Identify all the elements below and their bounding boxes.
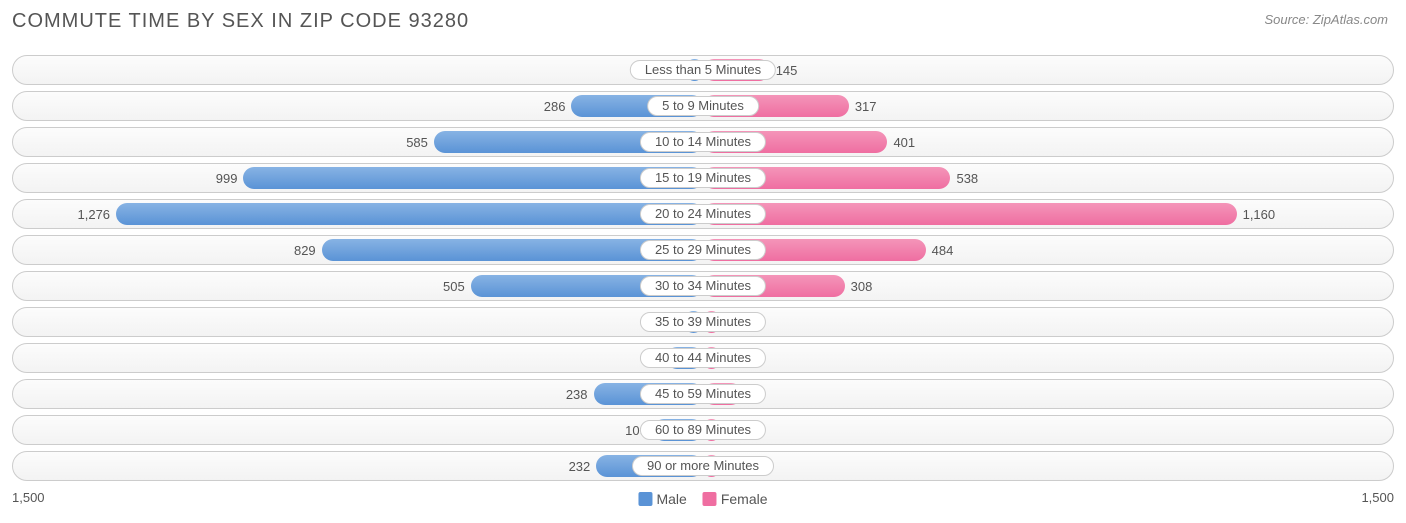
table-row: 232 190 or more Minutes bbox=[12, 451, 1394, 481]
category-label: 30 to 34 Minutes bbox=[640, 276, 766, 296]
source-attribution: Source: ZipAtlas.com bbox=[1264, 12, 1388, 27]
female-bar bbox=[703, 203, 1237, 225]
male-value: 286 bbox=[511, 95, 571, 117]
category-label: 25 to 29 Minutes bbox=[640, 240, 766, 260]
male-value: 585 bbox=[374, 131, 434, 153]
female-half: 317 bbox=[703, 95, 1393, 117]
male-value: 1,276 bbox=[56, 203, 116, 225]
female-half: 538 bbox=[703, 167, 1393, 189]
category-label: 5 to 9 Minutes bbox=[647, 96, 759, 116]
female-half: 145 bbox=[703, 59, 1393, 81]
male-value: 829 bbox=[262, 239, 322, 261]
female-half: 84 bbox=[703, 383, 1393, 405]
category-label: 90 or more Minutes bbox=[632, 456, 774, 476]
male-value: 505 bbox=[411, 275, 471, 297]
female-half: 32 bbox=[703, 419, 1393, 441]
male-half: 1,276 bbox=[13, 203, 703, 225]
category-label: 20 to 24 Minutes bbox=[640, 204, 766, 224]
category-label: 60 to 89 Minutes bbox=[640, 420, 766, 440]
legend-male: Male bbox=[638, 491, 686, 507]
table-row: 421735 to 39 Minutes bbox=[12, 307, 1394, 337]
category-label: 35 to 39 Minutes bbox=[640, 312, 766, 332]
legend: Male Female bbox=[638, 491, 767, 507]
male-half: 829 bbox=[13, 239, 703, 261]
legend-female-label: Female bbox=[721, 491, 768, 507]
table-row: 811140 to 44 Minutes bbox=[12, 343, 1394, 373]
category-label: 10 to 14 Minutes bbox=[640, 132, 766, 152]
male-value: 999 bbox=[183, 167, 243, 189]
female-value: 1,160 bbox=[1237, 203, 1297, 225]
female-half: 17 bbox=[703, 311, 1393, 333]
legend-male-label: Male bbox=[656, 491, 686, 507]
table-row: 1093260 to 89 Minutes bbox=[12, 415, 1394, 445]
chart-container: Commute Time By Sex in Zip Code 93280 So… bbox=[0, 0, 1406, 523]
male-half: 11 bbox=[13, 59, 703, 81]
legend-female: Female bbox=[703, 491, 768, 507]
axis-label-left: 1,500 bbox=[12, 490, 45, 505]
male-half: 109 bbox=[13, 419, 703, 441]
category-label: 40 to 44 Minutes bbox=[640, 348, 766, 368]
female-half: 11 bbox=[703, 347, 1393, 369]
female-half: 401 bbox=[703, 131, 1393, 153]
female-value: 317 bbox=[849, 95, 909, 117]
table-row: 505 308 30 to 34 Minutes bbox=[12, 271, 1394, 301]
male-half: 505 bbox=[13, 275, 703, 297]
male-half: 81 bbox=[13, 347, 703, 369]
male-value: 232 bbox=[536, 455, 596, 477]
male-bar bbox=[243, 167, 703, 189]
male-swatch-icon bbox=[638, 492, 652, 506]
category-label: 45 to 59 Minutes bbox=[640, 384, 766, 404]
table-row: 11 145Less than 5 Minutes bbox=[12, 55, 1394, 85]
male-bar bbox=[116, 203, 703, 225]
table-row: 238 8445 to 59 Minutes bbox=[12, 379, 1394, 409]
female-value: 401 bbox=[887, 131, 947, 153]
male-value: 238 bbox=[534, 383, 594, 405]
female-value: 484 bbox=[926, 239, 986, 261]
female-value: 308 bbox=[845, 275, 905, 297]
male-half: 42 bbox=[13, 311, 703, 333]
male-half: 999 bbox=[13, 167, 703, 189]
female-value: 145 bbox=[770, 59, 830, 81]
plot-area: 11 145Less than 5 Minutes 286 317 5 to 9 Min… bbox=[12, 55, 1394, 485]
table-row: 585 401 10 to 14 Minutes bbox=[12, 127, 1394, 157]
category-label: Less than 5 Minutes bbox=[630, 60, 776, 80]
male-half: 585 bbox=[13, 131, 703, 153]
table-row: 1,276 1,160 20 to 24 Minutes bbox=[12, 199, 1394, 229]
female-half: 1 bbox=[703, 455, 1393, 477]
table-row: 999 538 15 to 19 Minutes bbox=[12, 163, 1394, 193]
male-half: 232 bbox=[13, 455, 703, 477]
female-half: 308 bbox=[703, 275, 1393, 297]
table-row: 286 317 5 to 9 Minutes bbox=[12, 91, 1394, 121]
table-row: 829 484 25 to 29 Minutes bbox=[12, 235, 1394, 265]
female-half: 1,160 bbox=[703, 203, 1393, 225]
axis-label-right: 1,500 bbox=[1361, 490, 1394, 505]
female-half: 484 bbox=[703, 239, 1393, 261]
male-half: 238 bbox=[13, 383, 703, 405]
female-value: 538 bbox=[950, 167, 1010, 189]
category-label: 15 to 19 Minutes bbox=[640, 168, 766, 188]
male-half: 286 bbox=[13, 95, 703, 117]
chart-title: Commute Time By Sex in Zip Code 93280 bbox=[12, 10, 469, 33]
female-swatch-icon bbox=[703, 492, 717, 506]
